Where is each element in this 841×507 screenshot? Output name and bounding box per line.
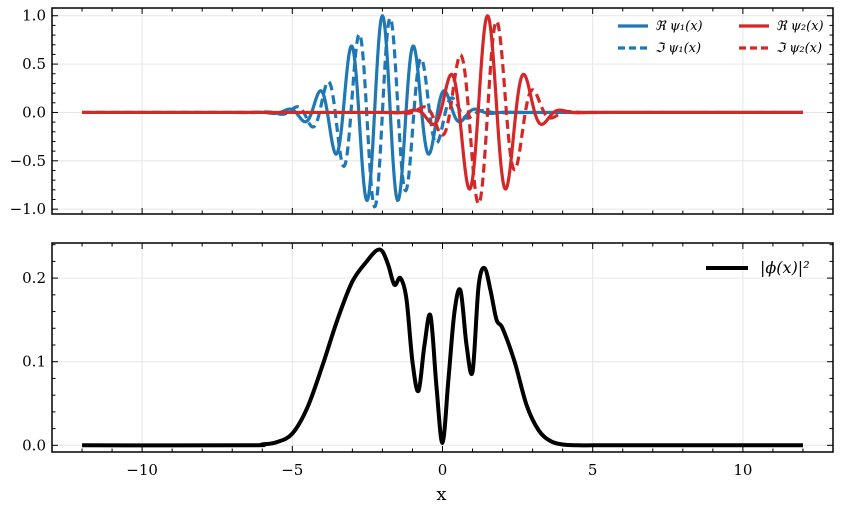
plot-area bbox=[81, 14, 804, 209]
legend-label: ℜ ψ₁(x) bbox=[655, 19, 703, 34]
y-tick-label: 0.0 bbox=[22, 436, 46, 454]
y-tick-label: 0.1 bbox=[22, 353, 46, 371]
x-tick-label: −10 bbox=[126, 461, 158, 479]
legend-label: ℑ ψ₁(x) bbox=[655, 41, 701, 56]
top-panel: 1.0 0.5 0.0 −0.5 −1.0 ℜ ψ₁(x) ℑ ψ₁(x) ℜ ψ₂(x) ℑ … bbox=[10, 7, 834, 218]
y-tick-label: 0.0 bbox=[22, 103, 46, 121]
y-tick-label: −0.5 bbox=[10, 152, 46, 170]
series-line-3 bbox=[81, 19, 804, 206]
x-axis-label: x bbox=[436, 484, 446, 505]
x-tick-label: −5 bbox=[281, 461, 303, 479]
legend: ℜ ψ₁(x) ℑ ψ₁(x) ℜ ψ₂(x) ℑ ψ₂(x) bbox=[618, 19, 824, 56]
x-tick-label: 10 bbox=[733, 461, 752, 479]
plot-area bbox=[82, 247, 803, 448]
y-tick-label: 1.0 bbox=[22, 7, 46, 25]
legend-label: |ϕ(x)|² bbox=[760, 258, 810, 277]
legend: |ϕ(x)|² bbox=[706, 258, 810, 277]
legend-label: ℑ ψ₂(x) bbox=[776, 41, 822, 56]
bottom-panel: −10 −5 0 5 10 x 0.2 0.1 0.0 |ϕ(x)|² bbox=[22, 242, 834, 505]
legend-label: ℜ ψ₂(x) bbox=[776, 19, 824, 34]
x-tick-label: 0 bbox=[438, 461, 448, 479]
y-tick-label: 0.2 bbox=[22, 269, 46, 287]
series-line-0 bbox=[82, 247, 803, 448]
y-tick-label: 0.5 bbox=[22, 55, 46, 73]
x-tick-label: 5 bbox=[588, 461, 598, 479]
y-tick-label: −1.0 bbox=[10, 200, 46, 218]
